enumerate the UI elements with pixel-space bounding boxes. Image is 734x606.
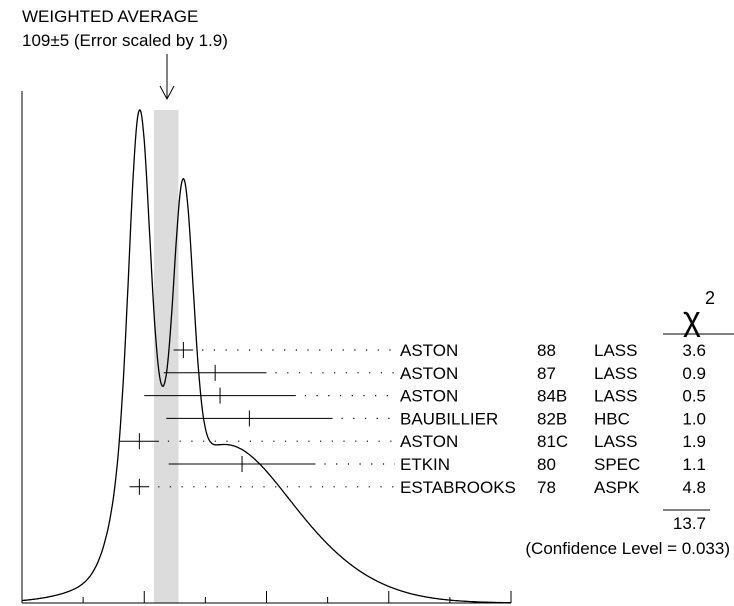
- year-label: 84B: [537, 387, 567, 406]
- header-title: WEIGHTED AVERAGE: [22, 7, 198, 26]
- chi-squared-value: 3.6: [682, 341, 706, 360]
- experiment-label: SPEC: [594, 455, 640, 474]
- chi-squared-value: 1.9: [682, 432, 706, 451]
- year-label: 82B: [537, 409, 567, 428]
- year-label: 88: [537, 341, 556, 360]
- chi-squared-symbol: χ: [683, 300, 701, 338]
- weighted-average-band: [154, 110, 179, 603]
- author-label: ASTON: [400, 387, 458, 406]
- year-label: 81C: [537, 432, 568, 451]
- measurement-row: ASTON 88 LASS 3.6: [173, 341, 706, 360]
- chi-squared-value: 0.5: [682, 387, 706, 406]
- chi-squared-value: 1.1: [682, 455, 706, 474]
- author-label: ASTON: [400, 432, 458, 451]
- chi-squared-total: 13.7: [673, 514, 706, 533]
- experiment-label: LASS: [594, 387, 637, 406]
- author-label: ASTON: [400, 364, 458, 383]
- author-label: ASTON: [400, 341, 458, 360]
- chi-squared-value: 1.0: [682, 409, 706, 428]
- year-label: 78: [537, 478, 556, 497]
- experiment-label: LASS: [594, 364, 637, 383]
- measurement-row: BAUBILLIER 82B HBC 1.0: [166, 409, 706, 428]
- chi-squared-value: 0.9: [682, 364, 706, 383]
- measurement-row: ASTON 87 LASS 0.9: [163, 364, 706, 383]
- chi-squared-value: 4.8: [682, 478, 706, 497]
- experiment-label: HBC: [594, 409, 630, 428]
- chi-squared-exponent: 2: [705, 288, 715, 308]
- measurement-row: ETKIN 80 SPEC 1.1: [168, 455, 706, 474]
- year-label: 87: [537, 364, 556, 383]
- measurement-row: ESTABROOKS 78 ASPK 4.8: [129, 478, 706, 497]
- ideogram-curve: [22, 109, 511, 604]
- measurement-row: ASTON 84B LASS 0.5: [144, 387, 706, 406]
- confidence-level: (Confidence Level = 0.033): [525, 539, 730, 558]
- year-label: 80: [537, 455, 556, 474]
- header-subtitle: 109±5 (Error scaled by 1.9): [22, 31, 228, 50]
- author-label: ESTABROOKS: [400, 478, 516, 497]
- experiment-label: LASS: [594, 432, 637, 451]
- experiment-label: ASPK: [594, 478, 640, 497]
- arrow-icon: [159, 54, 175, 101]
- author-label: ETKIN: [400, 455, 450, 474]
- measurement-row: ASTON 81C LASS 1.9: [119, 432, 706, 451]
- experiment-label: LASS: [594, 341, 637, 360]
- author-label: BAUBILLIER: [400, 409, 498, 428]
